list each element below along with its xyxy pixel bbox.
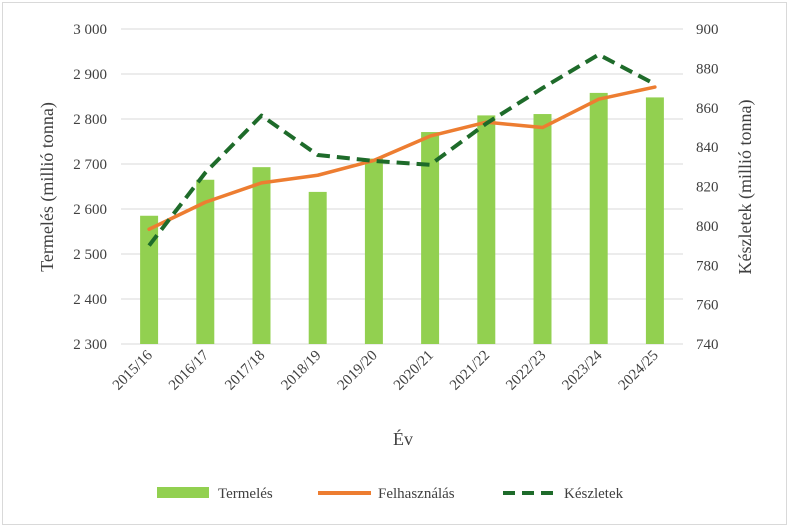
x-tick-label: 2017/18 [222, 348, 268, 394]
x-axis-title: Év [393, 428, 413, 449]
bar [252, 167, 271, 344]
legend-swatch-termeles [157, 487, 209, 498]
right-axis-ticks: 740 760 780 800 820 840 860 880 900 [696, 22, 719, 353]
x-tick-label: 2016/17 [166, 347, 212, 393]
y-axis-right-title: Készletek (millió tonna) [735, 100, 756, 275]
y-left-tick-label: 2 300 [73, 337, 107, 353]
y-right-tick-label: 820 [696, 180, 719, 196]
line-series [147, 52, 657, 247]
y-left-tick-label: 2 800 [73, 112, 107, 128]
y-left-tick-label: 2 900 [73, 67, 107, 83]
y-right-tick-label: 760 [696, 298, 719, 314]
y-axis-left-title: Termelés (millió tonna) [37, 102, 58, 272]
x-tick-label: 2023/24 [559, 347, 605, 393]
legend: Termelés Felhasználás Készletek [157, 486, 624, 502]
y-right-tick-label: 800 [696, 219, 719, 235]
y-left-tick-label: 2 600 [73, 202, 107, 218]
legend-label-keszletek: Készletek [564, 486, 624, 502]
y-right-tick-label: 880 [696, 61, 719, 77]
y-right-tick-label: 840 [696, 140, 719, 156]
line-keszletek [147, 52, 656, 247]
x-tick-label: 2020/21 [391, 348, 437, 394]
bar-series-termeles [140, 92, 664, 345]
y-left-tick-label: 2 700 [73, 157, 107, 173]
bar [308, 191, 327, 344]
bar [421, 132, 440, 344]
y-left-tick-label: 2 500 [73, 247, 107, 263]
y-right-tick-label: 860 [696, 101, 719, 117]
x-tick-label: 2024/25 [616, 348, 662, 394]
bar [589, 92, 608, 345]
y-right-tick-label: 900 [696, 22, 719, 38]
x-axis-ticks: 2015/16 2016/17 2017/18 2018/19 2019/20 2020/… [110, 347, 662, 393]
bar [645, 97, 664, 345]
legend-label-termeles: Termelés [218, 486, 273, 502]
legend-label-felhasznalas: Felhasználás [378, 486, 455, 502]
y-left-tick-label: 3 000 [73, 22, 107, 38]
bar [477, 115, 496, 345]
x-tick-label: 2015/16 [110, 347, 156, 393]
bar [140, 215, 159, 344]
y-left-tick-label: 2 400 [73, 292, 107, 308]
x-tick-label: 2019/20 [335, 348, 381, 394]
y-right-tick-label: 740 [696, 337, 719, 353]
x-tick-label: 2018/19 [278, 348, 324, 394]
left-axis-ticks: 2 300 2 400 2 500 2 600 2 700 2 800 2 900 3 000 [73, 22, 107, 353]
bar [364, 158, 383, 344]
line-felhasznalas [147, 85, 657, 231]
bar [533, 114, 552, 344]
y-right-tick-label: 780 [696, 258, 719, 274]
bar [196, 179, 215, 344]
x-tick-label: 2022/23 [503, 348, 549, 394]
x-tick-label: 2021/22 [447, 348, 493, 394]
